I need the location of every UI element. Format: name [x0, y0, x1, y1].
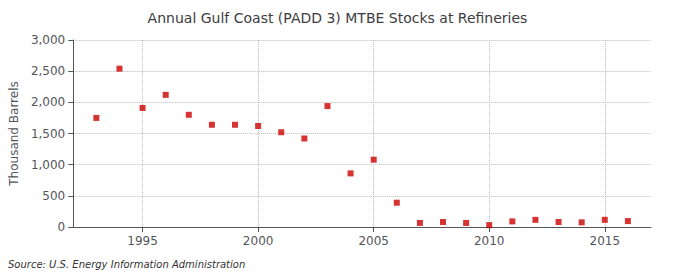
svg-text:1,000: 1,000 — [31, 158, 65, 172]
svg-text:Source: U.S. Energy Informatio: Source: U.S. Energy Information Administ… — [8, 259, 245, 270]
svg-text:2005: 2005 — [358, 234, 389, 248]
svg-text:Annual Gulf Coast (PADD 3) MTB: Annual Gulf Coast (PADD 3) MTBE Stocks a… — [148, 10, 528, 26]
svg-text:2000: 2000 — [243, 234, 274, 248]
svg-text:1995: 1995 — [127, 234, 158, 248]
svg-text:2010: 2010 — [474, 234, 505, 248]
svg-text:2015: 2015 — [590, 234, 621, 248]
svg-text:2,500: 2,500 — [31, 64, 65, 78]
svg-text:0: 0 — [58, 220, 66, 234]
svg-text:3,000: 3,000 — [31, 33, 65, 47]
svg-text:1,500: 1,500 — [31, 127, 65, 141]
svg-text:2,000: 2,000 — [31, 95, 65, 109]
svg-text:500: 500 — [42, 189, 65, 203]
svg-text:Thousand Barrels: Thousand Barrels — [7, 81, 21, 186]
